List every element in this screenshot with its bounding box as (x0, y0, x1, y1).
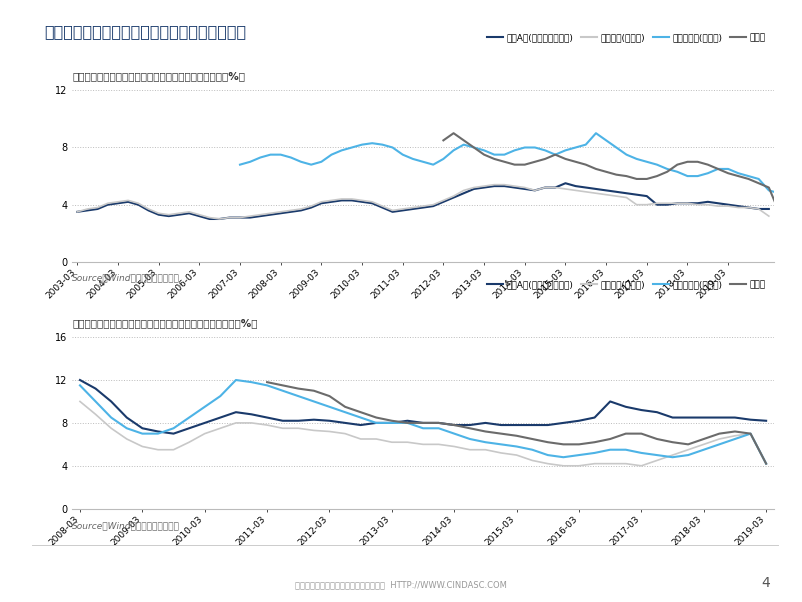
Text: 总资产净利率走势（净利润／总资产，数据季节性调整，%）: 总资产净利率走势（净利润／总资产，数据季节性调整，%） (72, 72, 245, 81)
Text: 总资产报酬率走势（息税前利润／总资产，数据季节性调整，%）: 总资产报酬率走势（息税前利润／总资产，数据季节性调整，%） (72, 318, 257, 328)
Text: 4: 4 (761, 576, 770, 590)
Legend: 全部A股(非金融石油石化), 全部主板(非金融), 中小企业板(非金融), 创业板: 全部A股(非金融石油石化), 全部主板(非金融), 中小企业板(非金融), 创业… (484, 29, 769, 46)
Text: Source：Wind，信达证券研发中心: Source：Wind，信达证券研发中心 (72, 273, 180, 282)
Text: Source：Wind，信达证券研发中心: Source：Wind，信达证券研发中心 (72, 521, 180, 530)
Text: 请务必阅读最后一页免责声明及信息披露  HTTP://WWW.CINDASC.COM: 请务必阅读最后一页免责声明及信息披露 HTTP://WWW.CINDASC.CO… (295, 580, 507, 589)
Legend: 全部A股(非金融石油石化), 全部主板(非金融), 中小企业板(非金融), 创业板: 全部A股(非金融石油石化), 全部主板(非金融), 中小企业板(非金融), 创业… (484, 276, 769, 293)
Text: 上市公司总资产净利率、总资产报酬率同比下滑: 上市公司总资产净利率、总资产报酬率同比下滑 (44, 24, 246, 39)
